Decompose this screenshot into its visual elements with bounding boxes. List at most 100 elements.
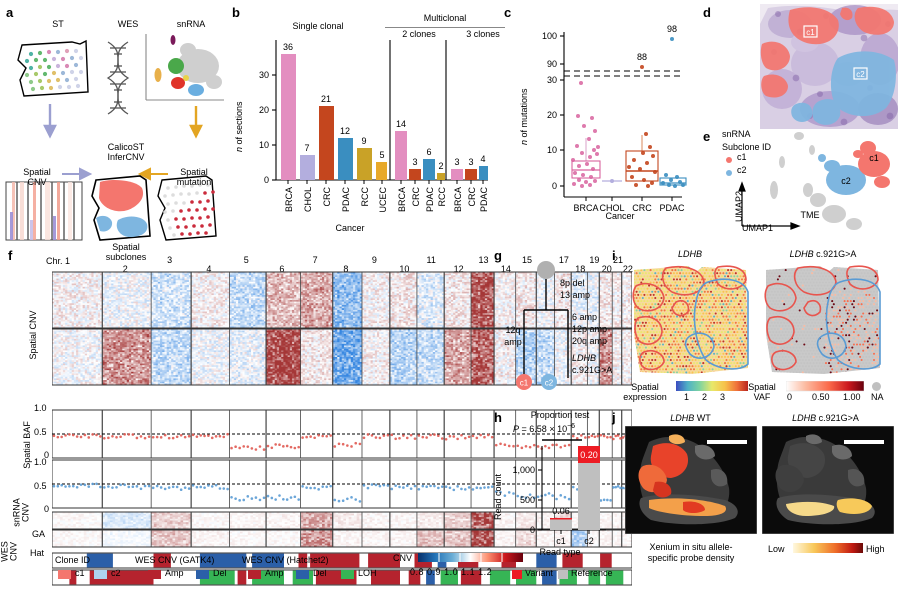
panel-i-vaf-tick-050: 0.50	[812, 393, 830, 403]
panel-h-legend-swatch-variant	[512, 570, 522, 579]
panel-i-vaf-label: Spatial VAF	[742, 382, 782, 403]
legend-swatch-c1	[58, 570, 71, 579]
legend-swatch-hat-del	[296, 570, 309, 579]
panel-i-right-title-mut: c.921G>A	[814, 249, 857, 259]
legend-gatk-title: WES CNV (GATK4)	[135, 556, 214, 566]
legend-swatch-gatk-amp	[148, 570, 161, 579]
legend-label-hat-del: Del	[313, 569, 327, 579]
panel-f-row-label-wes-cnv: WES CNV	[1, 531, 20, 571]
panel-j-left-title: LDHB WT	[628, 414, 753, 424]
svg-text:10: 10	[259, 140, 269, 150]
panel-a-method-label: CalicoST InferCNV	[88, 143, 164, 163]
svg-text:9: 9	[361, 136, 366, 146]
panel-f-chr-label-5: 5	[244, 256, 249, 266]
legend-label-hat-loh: LOH	[358, 569, 377, 579]
svg-text:30: 30	[547, 75, 557, 85]
panel-c-chart: 100 90 30 20 10 0	[522, 14, 692, 224]
panel-i-vaf-na-label: NA	[871, 393, 884, 403]
panel-j-wt-image	[625, 426, 757, 534]
panel-h-legend-swatch-reference	[558, 570, 568, 579]
panel-h-legend-label-reference: Reference	[571, 569, 613, 579]
legend-swatch-hat-amp	[248, 570, 261, 579]
panel-c-xlabel: Cancer	[575, 212, 665, 222]
svg-text:36: 36	[283, 42, 293, 52]
panel-h-ylabel: Read count	[494, 474, 504, 520]
svg-text:c2: c2	[841, 176, 851, 186]
panel-j-colorbar	[793, 543, 863, 554]
panel-j-scale-low: Low	[768, 545, 785, 555]
svg-text:10: 10	[547, 145, 557, 155]
svg-text:6: 6	[426, 147, 431, 157]
svg-text:c2: c2	[856, 70, 865, 79]
svg-text:4: 4	[480, 154, 485, 164]
svg-text:0: 0	[552, 181, 557, 191]
svg-text:20: 20	[259, 105, 269, 115]
panel-g-left-0: 12q	[500, 326, 526, 336]
svg-text:3: 3	[468, 157, 473, 167]
panel-j-left-title-suffix: WT	[694, 413, 711, 423]
panel-g-right-1: 12p amp	[572, 325, 607, 335]
svg-text:c1: c1	[806, 28, 815, 37]
panel-j-letter: j	[612, 411, 616, 424]
panel-f-baf1-tick-05: 0.5	[34, 428, 47, 438]
panel-j-right-title-suffix: c.921G>A	[816, 413, 859, 423]
legend-label-c1: c1	[75, 569, 85, 579]
panel-i-vaf-colorbar	[786, 381, 864, 392]
panel-h-pvalue-num: 6.58	[529, 424, 547, 434]
panel-i-right-title-gene: LDHB	[790, 249, 814, 259]
panel-f-baf1-tick-1: 1.0	[34, 404, 47, 414]
svg-text:7: 7	[304, 143, 309, 153]
panel-f-chr-label-9: 9	[372, 256, 377, 266]
panel-g-trunk-0: 8p del	[560, 279, 585, 289]
panel-i-expr-tick-1: 1	[684, 393, 689, 403]
panel-b-xlabel: Cancer	[300, 224, 400, 234]
panel-a-spatial-cnv-label: Spatial CNV	[6, 168, 68, 188]
panel-f-baf2-tick-0: 0	[44, 505, 49, 515]
panel-f-letter: f	[8, 249, 12, 262]
svg-text:20: 20	[547, 110, 557, 120]
panel-g-right-gene: LDHB	[572, 354, 596, 364]
legend-cnv-title: CNV	[393, 554, 412, 564]
legend-cnv-ticks: 0.8 0.9 1.0 1.1 1.2	[410, 568, 492, 578]
svg-text:3: 3	[412, 157, 417, 167]
svg-text:BRCA: BRCA	[284, 187, 294, 212]
panel-c-ylabel: n of mutations	[520, 88, 530, 145]
cnv-tick-1: 0.9	[427, 567, 441, 577]
panel-i-right-title: LDHB c.921G>A	[758, 250, 888, 260]
panel-f-chr-label-13: 13	[479, 256, 489, 266]
svg-text:PDAC: PDAC	[425, 187, 435, 213]
panel-b-ylabel: n of sections	[235, 101, 245, 152]
panel-i-vaf-tick-100: 1.00	[843, 393, 861, 403]
svg-text:PDAC: PDAC	[341, 187, 351, 213]
legend-swatch-c2	[94, 570, 107, 579]
panel-j-left-title-gene: LDHB	[670, 413, 694, 423]
legend-label-c2: c2	[111, 569, 121, 579]
panel-i-expression-map	[630, 264, 752, 376]
panel-d-visium-image: c1 c2	[760, 4, 898, 129]
panel-i-left-title: LDHB	[630, 250, 750, 260]
panel-g-trunk-1: 13 amp	[560, 291, 590, 301]
legend-swatch-gatk-del	[196, 570, 209, 579]
svg-text:PDAC: PDAC	[479, 187, 489, 213]
panel-g-right-mut: c.921G>A	[572, 366, 612, 376]
svg-text:TME: TME	[801, 210, 820, 220]
panel-a-letter: a	[6, 6, 13, 19]
panel-a-snrna-label: snRNA	[160, 20, 222, 30]
panel-h-title: Proportion test	[505, 411, 615, 421]
panel-i-expr-tick-3: 3	[720, 393, 725, 403]
panel-f-chr-prefix: Chr. 1	[46, 257, 70, 267]
panel-b-multiclonal-rule	[385, 27, 505, 28]
svg-text:CRC: CRC	[411, 187, 421, 207]
panel-h-xlabel: Read type	[520, 548, 600, 558]
legend-clone-id-title: Clone ID	[55, 556, 90, 566]
panel-e-letter: e	[703, 130, 710, 143]
panel-h-letter: h	[494, 411, 502, 424]
svg-text:UCEC: UCEC	[378, 187, 388, 213]
panel-c-letter: c	[504, 6, 511, 19]
svg-text:RCC: RCC	[360, 187, 370, 207]
panel-h-legend-label-variant: Variant	[525, 569, 553, 579]
panel-i-letter: i	[612, 249, 616, 262]
panel-a-st-label: ST	[30, 20, 86, 30]
legend-label-hat-amp: Amp	[265, 569, 284, 579]
